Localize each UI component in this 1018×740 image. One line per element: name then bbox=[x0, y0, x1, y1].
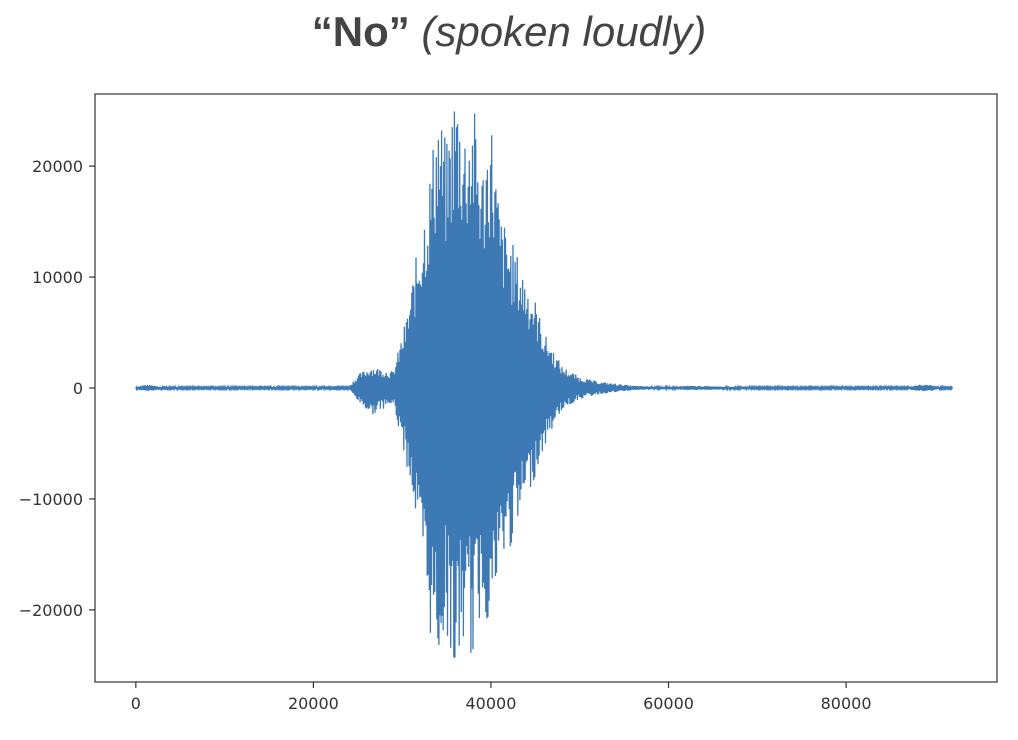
x-tick-label: 80000 bbox=[821, 694, 872, 713]
waveform-line bbox=[135, 111, 954, 658]
y-tick-label: 0 bbox=[73, 379, 83, 398]
y-tick-label: 20000 bbox=[32, 157, 83, 176]
title-qualifier: (spoken loudly) bbox=[421, 8, 707, 55]
y-tick-label: −20000 bbox=[19, 601, 83, 620]
x-axis: 0 20000 40000 60000 80000 bbox=[131, 682, 872, 713]
y-axis: −20000 −10000 0 10000 20000 bbox=[19, 157, 95, 620]
x-tick-label: 60000 bbox=[643, 694, 694, 713]
x-tick-label: 40000 bbox=[466, 694, 517, 713]
x-tick-label: 0 bbox=[131, 694, 141, 713]
y-tick-label: 10000 bbox=[32, 268, 83, 287]
y-tick-label: −10000 bbox=[19, 490, 83, 509]
chart-title: “No” (spoken loudly) bbox=[0, 8, 1018, 56]
title-word: “No” bbox=[311, 8, 410, 55]
waveform-series bbox=[135, 111, 954, 658]
x-tick-label: 20000 bbox=[288, 694, 339, 713]
